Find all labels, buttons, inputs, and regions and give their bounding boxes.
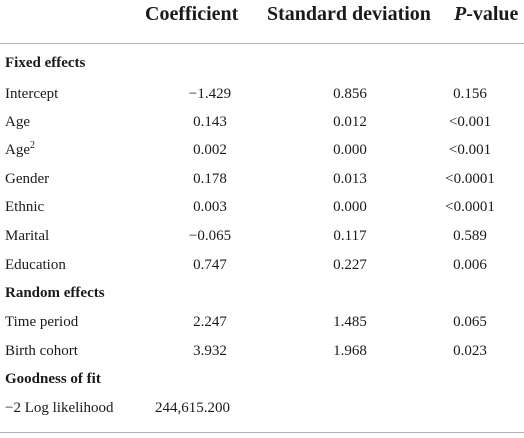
coefficient-value: 3.932	[193, 343, 227, 359]
section-fixed-effects: Fixed effects	[0, 49, 524, 78]
std-dev-value: 0.856	[333, 86, 367, 102]
coefficient-value: 244,615.200	[155, 400, 230, 416]
std-dev-value: 0.117	[333, 228, 367, 244]
row-label: Time period	[5, 314, 79, 330]
coefficient-value: −0.065	[188, 228, 232, 244]
table-row-gender: Gender 0.178 0.013 <0.0001	[0, 165, 524, 194]
p-value: 0.156	[453, 86, 487, 102]
p-value: 0.065	[453, 314, 487, 330]
table-row-age-squared: Age2 0.002 0.000 <0.001	[0, 136, 524, 165]
row-label: Ethnic	[5, 199, 45, 215]
coefficient-value: 0.002	[193, 142, 227, 158]
section-label: Fixed effects	[5, 55, 86, 71]
coefficient-value: 0.747	[193, 257, 227, 273]
coefficient-value: 0.178	[193, 171, 227, 187]
section-random-effects: Random effects	[0, 279, 524, 308]
table-row-log-likelihood: −2 Log likelihood 244,615.200	[0, 394, 524, 423]
table-row-marital: Marital −0.065 0.117 0.589	[0, 222, 524, 251]
std-dev-value: 0.000	[333, 142, 367, 158]
table-row-intercept: Intercept −1.429 0.856 0.156	[0, 80, 524, 109]
header-p-suffix: -value	[466, 3, 519, 25]
table-row-education: Education 0.747 0.227 0.006	[0, 251, 524, 280]
section-label: Goodness of fit	[5, 371, 101, 387]
p-value: <0.0001	[445, 199, 495, 215]
row-label: Birth cohort	[5, 343, 78, 359]
header-p-letter: P	[454, 3, 467, 25]
header-p-value: P-value	[454, 0, 518, 28]
std-dev-value: 0.012	[333, 114, 367, 130]
table-row-birth-cohort: Birth cohort 3.932 1.968 0.023	[0, 337, 524, 366]
header-divider	[0, 43, 524, 44]
row-label: Gender	[5, 171, 50, 187]
std-dev-value: 0.013	[333, 171, 367, 187]
coefficient-value: 0.003	[193, 199, 227, 215]
coefficient-value: 2.247	[193, 314, 227, 330]
std-dev-value: 1.968	[333, 343, 367, 359]
section-label: Random effects	[5, 285, 105, 301]
row-label: Marital	[5, 228, 50, 244]
table-row-age: Age 0.143 0.012 <0.001	[0, 108, 524, 137]
row-label: Age2	[5, 136, 35, 165]
header-coefficient: Coefficient	[145, 3, 239, 25]
table-header: Coefficient Standard deviation P-value	[0, 0, 524, 44]
table-row-time-period: Time period 2.247 1.485 0.065	[0, 308, 524, 337]
coefficient-value: −1.429	[188, 86, 232, 102]
p-value: 0.006	[453, 257, 487, 273]
p-value: 0.023	[453, 343, 487, 359]
row-label: −2 Log likelihood	[5, 400, 114, 416]
p-value: 0.589	[453, 228, 487, 244]
row-label: Intercept	[5, 86, 59, 102]
section-goodness-of-fit: Goodness of fit	[0, 365, 524, 394]
row-label: Age	[5, 114, 30, 130]
coefficient-value: 0.143	[193, 114, 227, 130]
row-label-text: Age	[5, 142, 30, 158]
table-row-ethnic: Ethnic 0.003 0.000 <0.0001	[0, 193, 524, 222]
std-dev-value: 1.485	[333, 314, 367, 330]
std-dev-value: 0.000	[333, 199, 367, 215]
p-value: <0.001	[448, 114, 492, 130]
row-label-superscript: 2	[30, 140, 35, 151]
row-label: Education	[5, 257, 66, 273]
table-bottom-rule	[0, 432, 524, 433]
p-value: <0.0001	[445, 171, 495, 187]
std-dev-value: 0.227	[333, 257, 367, 273]
p-value: <0.001	[448, 142, 492, 158]
header-standard-deviation: Standard deviation	[267, 3, 431, 25]
